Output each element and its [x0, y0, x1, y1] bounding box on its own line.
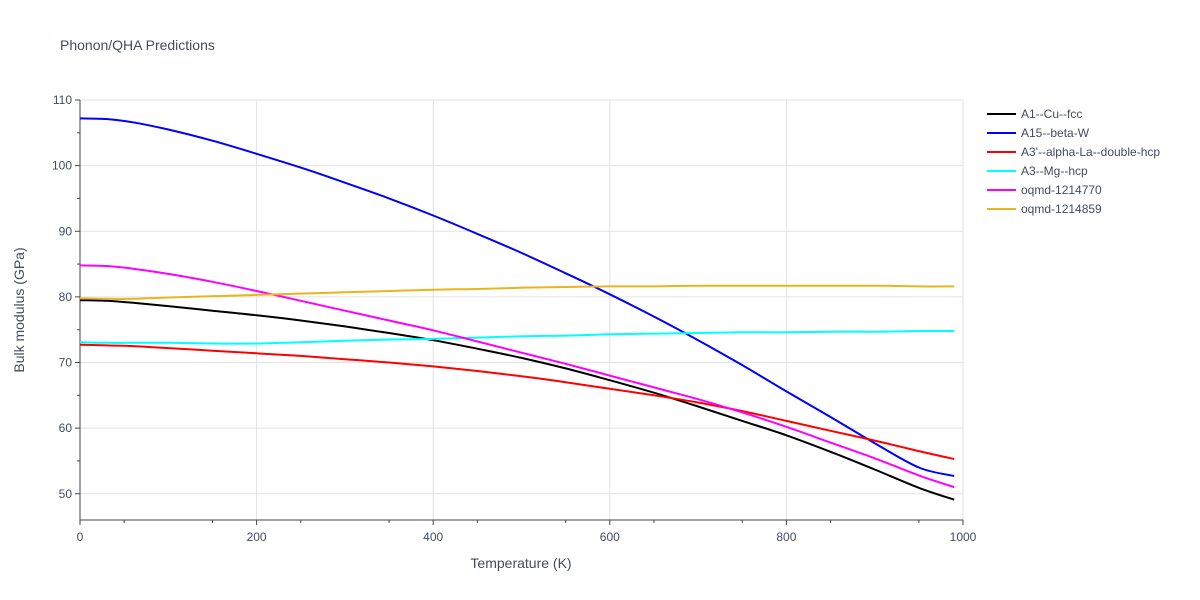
- y-tick-label: 110: [53, 93, 72, 107]
- legend-item[interactable]: A3--Mg--hcp: [987, 164, 1088, 178]
- series-line-A15--beta-W: [79, 117, 955, 477]
- y-tick-label: 60: [59, 421, 73, 435]
- x-tick-label: 400: [423, 530, 443, 544]
- x-tick-label: 200: [247, 530, 267, 544]
- legend-item[interactable]: A15--beta-W: [987, 126, 1090, 140]
- x-axis-ticks: 0 200 400 600 800 1000: [77, 520, 977, 544]
- legend-label: A15--beta-W: [1021, 126, 1090, 140]
- x-tick-label: 800: [776, 530, 796, 544]
- x-tick-label: 600: [600, 530, 620, 544]
- y-tick-label: 70: [59, 356, 73, 370]
- legend-item[interactable]: A3'--alpha-La--double-hcp: [987, 145, 1160, 159]
- x-tick-label: 1000: [950, 530, 977, 544]
- chart-title: Phonon/QHA Predictions: [60, 37, 215, 53]
- legend-item[interactable]: oqmd-1214770: [987, 183, 1102, 197]
- series-line-oqmd-1214770: [79, 264, 955, 489]
- y-tick-label: 90: [59, 224, 73, 238]
- y-axis-ticks: 50 60 70 80 90 100 110: [52, 93, 80, 501]
- axes: [79, 100, 963, 521]
- legend-item[interactable]: oqmd-1214859: [987, 202, 1102, 216]
- grid: [80, 99, 964, 520]
- y-tick-label: 80: [59, 290, 73, 304]
- series-line-A3--Mg--hcp: [79, 329, 955, 345]
- y-tick-label: 50: [59, 487, 73, 501]
- legend-label: A1--Cu--fcc: [1021, 107, 1082, 121]
- y-axis-title: Bulk modulus (GPa): [11, 247, 27, 372]
- x-axis-title: Temperature (K): [470, 555, 571, 571]
- legend-label: A3--Mg--hcp: [1021, 164, 1088, 178]
- legend-item[interactable]: A1--Cu--fcc: [987, 107, 1082, 121]
- x-tick-label: 0: [77, 530, 84, 544]
- legend-label: oqmd-1214859: [1021, 202, 1102, 216]
- y-tick-label: 100: [52, 159, 72, 173]
- plot-lines: [79, 117, 955, 501]
- legend[interactable]: A1--Cu--fcc A15--beta-W A3'--alpha-La--dou…: [987, 107, 1160, 216]
- series-line-A3'--alpha-La--double-hcp: [79, 343, 955, 460]
- legend-label: A3'--alpha-La--double-hcp: [1021, 145, 1160, 159]
- legend-label: oqmd-1214770: [1021, 183, 1102, 197]
- series-line-A1--Cu--fcc: [79, 299, 955, 501]
- series-line-oqmd-1214859: [79, 284, 955, 300]
